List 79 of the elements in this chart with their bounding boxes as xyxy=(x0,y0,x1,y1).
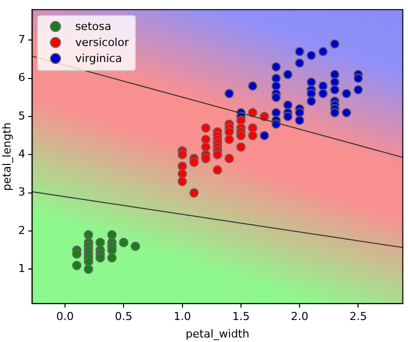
point xyxy=(342,108,352,118)
point xyxy=(84,230,94,240)
y-tick-label: 1 xyxy=(18,262,26,276)
point xyxy=(306,50,316,60)
point xyxy=(306,96,316,106)
point xyxy=(201,134,210,144)
point xyxy=(271,62,281,72)
point xyxy=(189,188,199,198)
point xyxy=(330,77,340,87)
point xyxy=(283,112,293,122)
point xyxy=(330,70,340,80)
x-tick-label: 2.0 xyxy=(290,310,308,324)
point xyxy=(224,134,234,144)
point xyxy=(294,46,304,56)
point xyxy=(178,150,188,160)
x-tick-label: 0.5 xyxy=(114,310,132,324)
point xyxy=(84,264,94,274)
point xyxy=(248,130,258,140)
point xyxy=(178,169,188,178)
point xyxy=(118,238,128,248)
point xyxy=(330,85,340,94)
x-tick-label: 2.5 xyxy=(349,310,367,324)
point xyxy=(294,116,304,126)
point xyxy=(318,88,328,98)
point xyxy=(107,245,117,255)
point xyxy=(318,46,328,56)
x-tick-label: 1.5 xyxy=(232,310,250,324)
point xyxy=(342,88,352,98)
point xyxy=(248,81,258,91)
point xyxy=(294,58,304,68)
point xyxy=(236,142,246,152)
point xyxy=(236,116,246,126)
legend-label: versicolor xyxy=(75,36,129,50)
legend-label: virginica xyxy=(75,52,122,66)
point xyxy=(201,142,210,152)
point xyxy=(224,88,234,98)
point xyxy=(72,249,82,259)
point xyxy=(306,77,316,87)
point xyxy=(178,176,188,186)
point xyxy=(354,74,363,84)
point xyxy=(107,253,117,262)
point xyxy=(96,253,105,262)
y-tick-label: 3 xyxy=(18,186,26,199)
point xyxy=(271,108,281,118)
point xyxy=(178,161,188,171)
point xyxy=(306,88,316,98)
y-tick-label: 5 xyxy=(18,109,26,122)
x-axis-title: petal_width xyxy=(186,327,250,340)
point xyxy=(84,256,94,266)
point xyxy=(189,158,199,168)
point xyxy=(224,154,234,164)
point xyxy=(212,150,222,160)
point xyxy=(271,74,281,84)
point xyxy=(72,260,82,270)
y-tick-label: 2 xyxy=(18,224,26,237)
point xyxy=(212,165,222,175)
point xyxy=(330,39,340,49)
legend-label: setosa xyxy=(75,20,112,34)
point xyxy=(201,154,210,164)
point xyxy=(271,81,281,91)
point xyxy=(283,70,293,80)
x-tick-label: 0.0 xyxy=(56,310,74,324)
point xyxy=(283,100,293,110)
point xyxy=(96,238,105,248)
point xyxy=(130,242,140,252)
point xyxy=(224,127,234,136)
point xyxy=(354,85,363,94)
y-axis-title: petal_length xyxy=(0,122,14,191)
x-tick-label: 1.0 xyxy=(174,310,192,324)
point xyxy=(236,130,246,140)
point xyxy=(201,123,210,133)
point xyxy=(260,130,270,140)
y-tick-label: 7 xyxy=(18,33,26,46)
point xyxy=(294,108,304,118)
point xyxy=(330,108,340,118)
point xyxy=(271,92,281,102)
y-tick-label: 4 xyxy=(18,148,26,161)
y-tick-label: 6 xyxy=(18,71,26,84)
point xyxy=(248,108,258,118)
